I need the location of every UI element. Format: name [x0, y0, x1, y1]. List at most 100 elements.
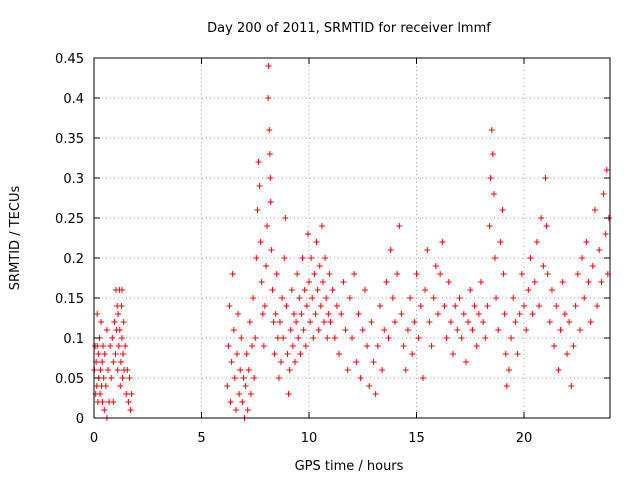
y-tick-label: 0.15 — [55, 292, 84, 307]
data-point — [224, 383, 231, 389]
data-point — [122, 343, 129, 349]
data-point — [296, 295, 303, 301]
y-tick-label: 0.1 — [63, 332, 84, 347]
data-point — [115, 343, 122, 349]
data-point — [407, 295, 414, 301]
data-point — [98, 319, 105, 325]
data-point — [458, 335, 465, 341]
data-point — [415, 335, 422, 341]
data-point — [370, 359, 377, 365]
data-point — [361, 287, 368, 293]
data-point — [124, 367, 131, 373]
data-point — [225, 343, 232, 349]
data-point — [540, 263, 547, 269]
data-point — [454, 327, 461, 333]
data-point — [387, 247, 394, 253]
data-point — [404, 327, 411, 333]
data-point — [252, 335, 259, 341]
data-point — [309, 295, 316, 301]
data-point — [488, 127, 495, 133]
data-point — [128, 391, 135, 397]
data-point — [319, 279, 326, 285]
data-point — [546, 319, 553, 325]
data-point — [239, 399, 246, 405]
data-point — [237, 367, 244, 373]
plot-frame — [93, 57, 611, 419]
data-point — [316, 263, 323, 269]
data-point — [266, 151, 273, 157]
data-point — [383, 279, 390, 285]
data-point — [298, 311, 305, 317]
data-point — [311, 271, 318, 277]
data-point — [270, 319, 277, 325]
data-point — [566, 319, 573, 325]
data-point — [259, 311, 266, 317]
data-point — [283, 303, 290, 309]
y-tick-label: 0.3 — [63, 172, 84, 187]
data-point — [381, 327, 388, 333]
data-point — [435, 311, 441, 317]
data-point — [280, 335, 287, 341]
data-point — [94, 343, 101, 349]
data-point — [400, 343, 407, 349]
data-point — [389, 295, 396, 301]
data-point — [278, 359, 285, 365]
data-point — [450, 351, 457, 357]
x-axis-label: GPS time / hours — [295, 459, 404, 474]
data-point — [559, 279, 566, 285]
data-point — [267, 199, 274, 205]
data-point — [323, 295, 330, 301]
data-point — [249, 343, 256, 349]
data-point — [246, 319, 253, 325]
data-point — [422, 287, 429, 293]
data-point — [288, 287, 295, 293]
data-point — [366, 383, 373, 389]
data-point — [301, 287, 308, 293]
data-point — [576, 327, 583, 333]
data-point — [372, 391, 379, 397]
data-point — [321, 319, 328, 325]
y-tick-label: 0.4 — [63, 92, 84, 107]
data-point — [533, 239, 540, 245]
data-point — [275, 375, 282, 381]
data-point — [355, 311, 362, 317]
data-point — [268, 247, 275, 253]
data-point — [467, 287, 474, 293]
data-point — [516, 311, 523, 317]
data-point — [287, 327, 294, 333]
data-point — [374, 343, 381, 349]
data-point — [293, 319, 300, 325]
data-point — [493, 295, 500, 301]
data-point — [101, 407, 108, 413]
data-point — [297, 351, 304, 357]
data-point — [264, 223, 271, 229]
data-point — [108, 375, 115, 381]
data-point — [413, 271, 420, 277]
data-point — [271, 351, 278, 357]
data-point — [419, 375, 426, 381]
data-point — [282, 215, 289, 221]
data-point — [471, 303, 478, 309]
data-point — [315, 327, 322, 333]
data-point — [574, 271, 581, 277]
data-point — [299, 255, 306, 261]
chart-title: Day 200 of 2011, SRMTID for receiver lmm… — [207, 21, 491, 36]
data-point — [110, 399, 117, 405]
data-point — [480, 319, 487, 325]
data-points — [91, 63, 612, 421]
data-point — [462, 359, 469, 365]
data-point — [424, 247, 431, 253]
data-point — [97, 391, 104, 397]
data-point — [489, 151, 496, 157]
data-point — [118, 303, 125, 309]
data-point — [327, 319, 334, 325]
data-point — [226, 303, 233, 309]
data-point — [232, 407, 239, 413]
data-point — [396, 223, 403, 229]
data-point — [527, 255, 534, 261]
data-point — [272, 311, 279, 317]
data-point — [583, 239, 590, 245]
data-point — [294, 271, 301, 277]
data-point — [497, 239, 504, 245]
data-point — [107, 343, 114, 349]
